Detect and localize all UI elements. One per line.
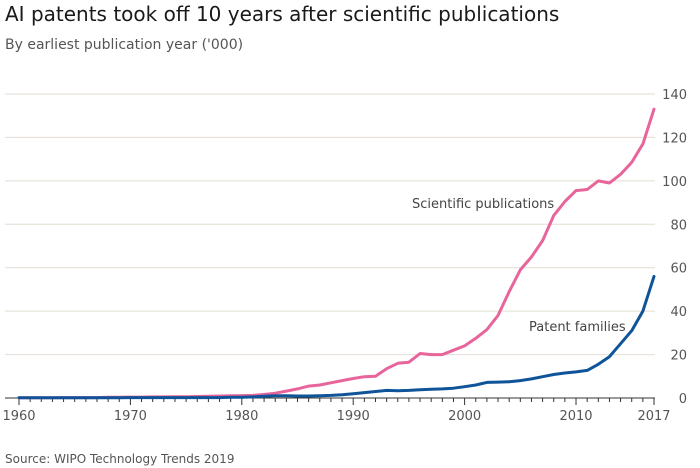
x-tick-label: 2017 xyxy=(637,409,670,424)
chart-subtitle: By earliest publication year ('000) xyxy=(5,37,244,53)
y-axis-labels: 0 20 40 60 80 100 120 140 xyxy=(662,88,687,407)
series-label-patents: Patent families xyxy=(529,320,626,335)
y-tick-label: 40 xyxy=(670,305,687,320)
series-lines xyxy=(17,107,656,400)
source-note: Source: WIPO Technology Trends 2019 xyxy=(5,452,235,466)
y-tick-label: 60 xyxy=(670,262,687,277)
y-tick-label: 100 xyxy=(662,175,687,190)
x-tick-label: 1970 xyxy=(114,409,147,424)
x-tick-label: 1980 xyxy=(225,409,258,424)
chart-title: AI patents took off 10 years after scien… xyxy=(5,2,560,26)
x-tick-label: 2010 xyxy=(559,409,592,424)
gridlines xyxy=(5,93,655,356)
y-tick-label: 140 xyxy=(662,88,687,103)
x-tick-label: 1960 xyxy=(2,409,35,424)
x-tick-label: 2000 xyxy=(448,409,481,424)
y-tick-label: 0 xyxy=(679,392,687,407)
series-label-publications: Scientific publications xyxy=(412,197,554,212)
y-tick-label: 20 xyxy=(670,349,687,364)
x-tick-label: 1990 xyxy=(337,409,370,424)
x-axis: 1960 1970 1980 1990 2000 2010 2017 xyxy=(2,397,671,424)
series-line-patents xyxy=(17,274,656,400)
y-tick-label: 80 xyxy=(670,218,687,233)
y-tick-label: 120 xyxy=(662,131,687,146)
